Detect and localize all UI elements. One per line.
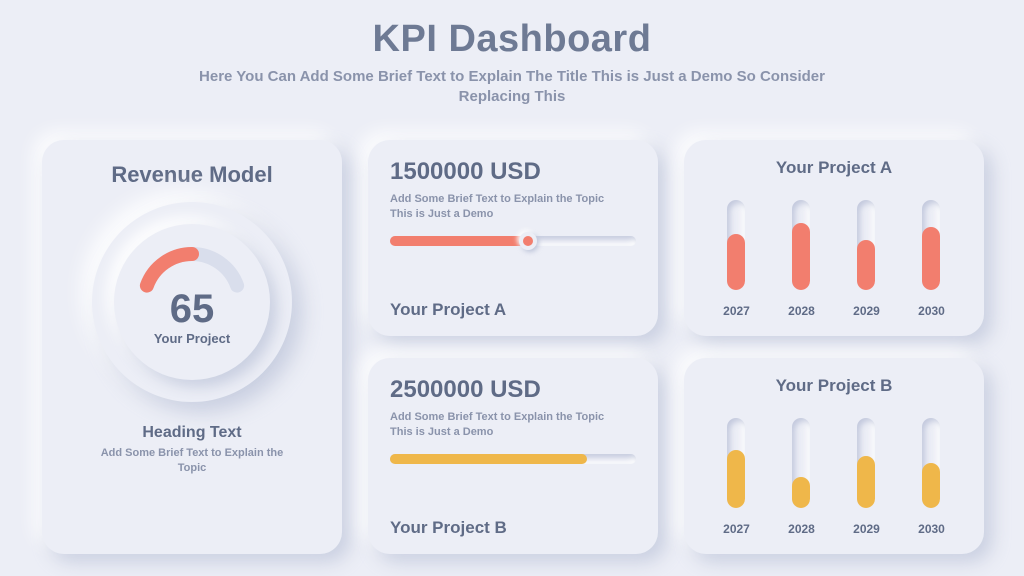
bar-col: 2030 xyxy=(918,418,945,536)
revenue-heading: Heading Text xyxy=(142,424,241,442)
gauge-inner-ring: 65 Your Project xyxy=(114,224,270,380)
bar-label: 2027 xyxy=(723,304,750,318)
bar-pill xyxy=(727,200,745,290)
bar-fill xyxy=(922,227,940,290)
stat-card-b: 2500000 USD Add Some Brief Text to Expla… xyxy=(368,358,658,554)
bar-label: 2028 xyxy=(788,304,815,318)
gauge-outer-ring: 65 Your Project xyxy=(92,202,292,402)
bar-label: 2028 xyxy=(788,522,815,536)
stat-b-desc: Add Some Brief Text to Explain the Topic… xyxy=(390,410,620,440)
bar-pill xyxy=(922,200,940,290)
card-grid: 1500000 USD Add Some Brief Text to Expla… xyxy=(42,140,982,554)
bar-col: 2029 xyxy=(853,200,880,318)
stat-b-value: 2500000 USD xyxy=(390,376,636,404)
bar-fill xyxy=(792,223,810,290)
bar-label: 2030 xyxy=(918,304,945,318)
revenue-desc: Add Some Brief Text to Explain the Topic xyxy=(97,446,287,476)
slider-fill xyxy=(390,236,528,246)
revenue-title: Revenue Model xyxy=(111,162,272,188)
bar-fill xyxy=(792,477,810,508)
gauge-arc xyxy=(127,240,257,320)
slider-track xyxy=(390,454,636,464)
bar-pill xyxy=(727,418,745,508)
bar-col: 2028 xyxy=(788,418,815,536)
bar-fill xyxy=(857,240,875,290)
bars-card-a: Your Project A 2027 2028 2029 2030 xyxy=(684,140,984,336)
bars-b-title: Your Project B xyxy=(706,376,962,396)
bar-fill xyxy=(727,234,745,290)
bars-a-row: 2027 2028 2029 2030 xyxy=(704,186,964,318)
bars-b-row: 2027 2028 2029 2030 xyxy=(704,404,964,536)
stat-card-a: 1500000 USD Add Some Brief Text to Expla… xyxy=(368,140,658,336)
bar-label: 2030 xyxy=(918,522,945,536)
stat-a-slider[interactable] xyxy=(390,236,636,246)
bar-pill xyxy=(792,418,810,508)
bar-col: 2029 xyxy=(853,418,880,536)
bar-label: 2027 xyxy=(723,522,750,536)
bar-col: 2028 xyxy=(788,200,815,318)
page-title: KPI Dashboard xyxy=(0,18,1024,61)
page-subtitle: Here You Can Add Some Brief Text to Expl… xyxy=(192,67,832,108)
bar-pill xyxy=(792,200,810,290)
stat-b-slider[interactable] xyxy=(390,454,636,464)
bar-fill xyxy=(727,450,745,508)
bar-label: 2029 xyxy=(853,522,880,536)
bar-col: 2027 xyxy=(723,418,750,536)
bars-card-b: Your Project B 2027 2028 2029 2030 xyxy=(684,358,984,554)
gauge-label: Your Project xyxy=(154,331,230,346)
stat-b-name: Your Project B xyxy=(390,518,507,538)
bar-pill xyxy=(922,418,940,508)
stat-a-name: Your Project A xyxy=(390,300,506,320)
page-header: KPI Dashboard Here You Can Add Some Brie… xyxy=(0,0,1024,108)
bar-pill xyxy=(857,200,875,290)
slider-fill xyxy=(390,454,587,464)
slider-track xyxy=(390,236,636,246)
bar-pill xyxy=(857,418,875,508)
bar-fill xyxy=(922,463,940,508)
bar-col: 2030 xyxy=(918,200,945,318)
bars-a-title: Your Project A xyxy=(706,158,962,178)
bar-col: 2027 xyxy=(723,200,750,318)
stat-a-desc: Add Some Brief Text to Explain the Topic… xyxy=(390,192,620,222)
slider-handle[interactable] xyxy=(519,232,537,250)
dashboard-page: KPI Dashboard Here You Can Add Some Brie… xyxy=(0,0,1024,576)
stat-a-value: 1500000 USD xyxy=(390,158,636,186)
bar-fill xyxy=(857,456,875,508)
revenue-card: Revenue Model 65 Your Project Heading Te… xyxy=(42,140,342,554)
bar-label: 2029 xyxy=(853,304,880,318)
